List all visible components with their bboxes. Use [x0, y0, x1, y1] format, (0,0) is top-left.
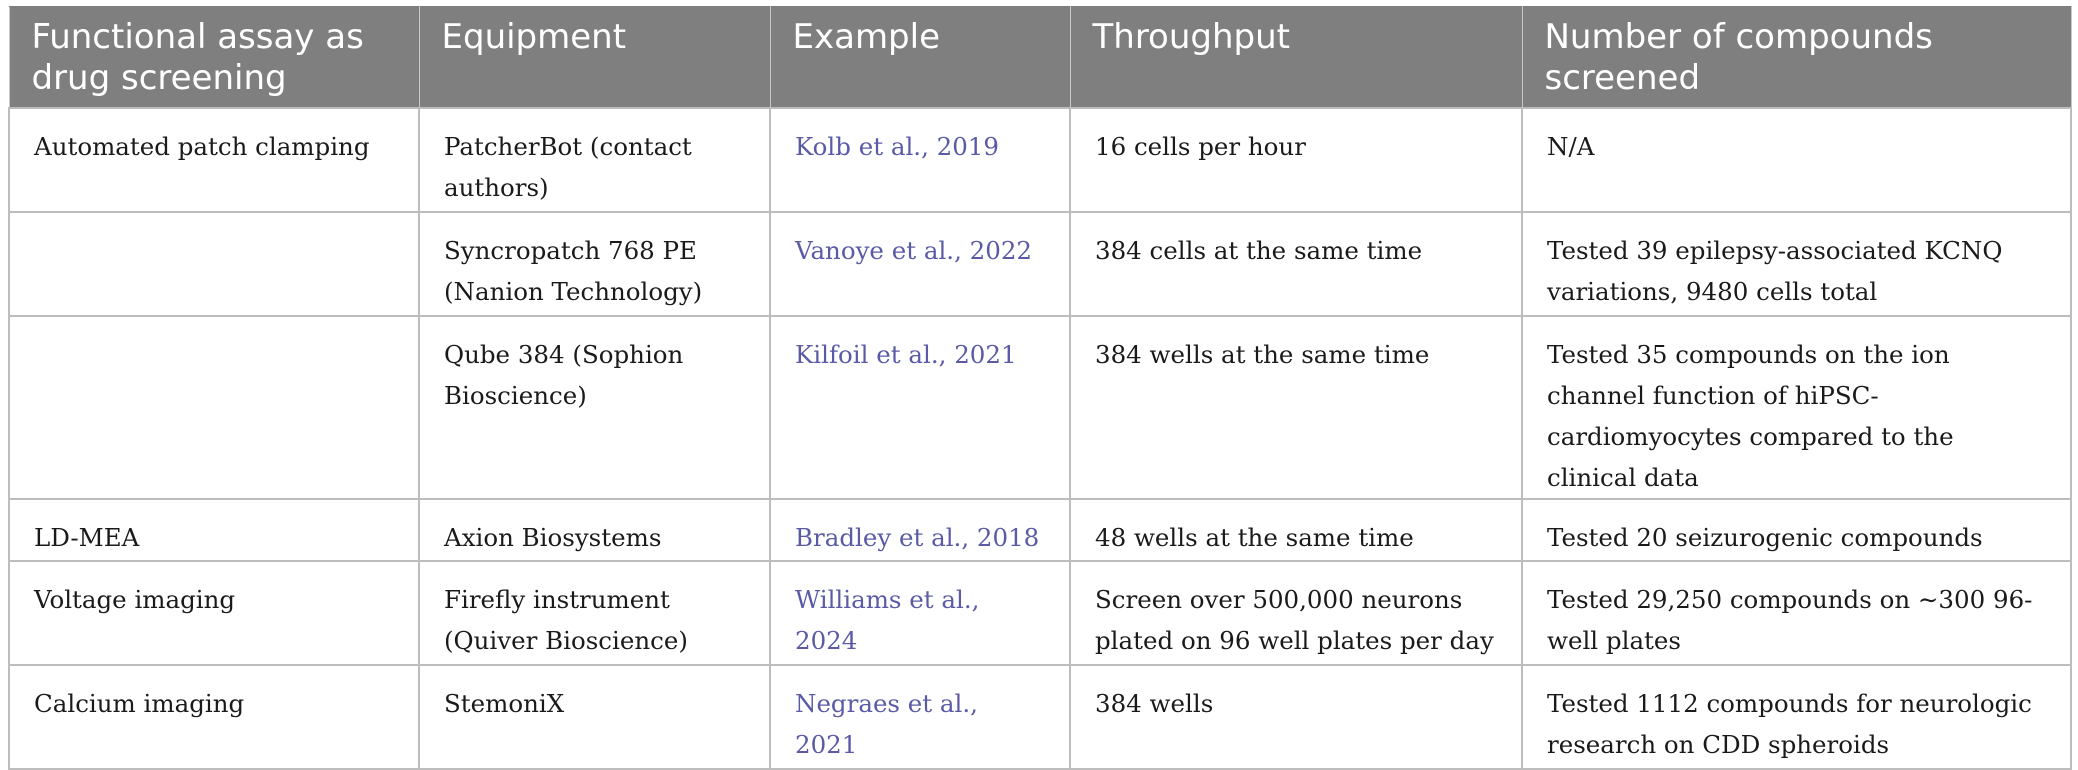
cell-example: Vanoye et al., 2022	[769, 211, 1071, 317]
cell-equipment: StemoniX	[418, 664, 771, 770]
cell-compounds: Tested 35 compounds on the ion channel f…	[1521, 315, 2072, 500]
header-example: Example	[769, 6, 1071, 108]
cell-compounds: Tested 20 seizurogenic compounds	[1521, 498, 2072, 562]
table-row: LD-MEA Axion Biosystems Bradley et al., …	[8, 498, 2072, 562]
citation-link[interactable]: Kilfoil et al., 2021	[795, 340, 1017, 369]
header-row: Functional assay as drug screening Equip…	[8, 6, 2072, 108]
citation-link[interactable]: Kolb et al., 2019	[795, 132, 999, 161]
cell-throughput: 16 cells per hour	[1069, 107, 1523, 213]
cell-equipment: PatcherBot (contact authors)	[418, 107, 771, 213]
table-row: Calcium imaging StemoniX Negraes et al.,…	[8, 664, 2072, 770]
cell-compounds: Tested 39 epilepsy-associated KCNQ varia…	[1521, 211, 2072, 317]
table-body: Automated patch clamping PatcherBot (con…	[8, 107, 2072, 770]
cell-compounds: Tested 1112 compounds for neurologic res…	[1521, 664, 2072, 770]
table-row: Automated patch clamping PatcherBot (con…	[8, 107, 2072, 213]
cell-equipment: Syncropatch 768 PE (Nanion Technology)	[418, 211, 771, 317]
cell-throughput: 384 cells at the same time	[1069, 211, 1523, 317]
header-equipment: Equipment	[418, 6, 771, 108]
cell-assay: Voltage imaging	[8, 560, 420, 666]
cell-throughput: 384 wells at the same time	[1069, 315, 1523, 500]
cell-assay	[8, 211, 420, 317]
citation-link[interactable]: Vanoye et al., 2022	[795, 236, 1032, 265]
cell-compounds: N/A	[1521, 107, 2072, 213]
cell-equipment: Axion Biosystems	[418, 498, 771, 562]
cell-throughput: 48 wells at the same time	[1069, 498, 1523, 562]
cell-example: Negraes et al., 2021	[769, 664, 1071, 770]
cell-assay: LD-MEA	[8, 498, 420, 562]
cell-example: Kilfoil et al., 2021	[769, 315, 1071, 500]
cell-throughput: Screen over 500,000 neurons plated on 96…	[1069, 560, 1523, 666]
cell-equipment: Qube 384 (Sophion Bioscience)	[418, 315, 771, 500]
cell-example: Kolb et al., 2019	[769, 107, 1071, 213]
cell-example: Williams et al., 2024	[769, 560, 1071, 666]
cell-compounds: Tested 29,250 compounds on ∼300 96-well …	[1521, 560, 2072, 666]
table-row: Voltage imaging Firefly instrument (Quiv…	[8, 560, 2072, 666]
cell-throughput: 384 wells	[1069, 664, 1523, 770]
table-header: Functional assay as drug screening Equip…	[8, 6, 2072, 108]
cell-assay: Automated patch clamping	[8, 107, 420, 213]
citation-link[interactable]: Bradley et al., 2018	[795, 523, 1040, 552]
cell-example: Bradley et al., 2018	[769, 498, 1071, 562]
header-throughput: Throughput	[1069, 6, 1523, 108]
header-number-of-compounds: Number of compounds screened	[1521, 6, 2072, 108]
header-functional-assay: Functional assay as drug screening	[8, 6, 420, 108]
table-row: Qube 384 (Sophion Bioscience) Kilfoil et…	[8, 315, 2072, 500]
cell-assay: Calcium imaging	[8, 664, 420, 770]
table-row: Syncropatch 768 PE (Nanion Technology) V…	[8, 211, 2072, 317]
citation-link[interactable]: Negraes et al., 2021	[795, 689, 978, 759]
cell-equipment: Firefly instrument (Quiver Bioscience)	[418, 560, 771, 666]
citation-link[interactable]: Williams et al., 2024	[795, 585, 980, 655]
table-container: Functional assay as drug screening Equip…	[8, 6, 2072, 770]
cell-assay	[8, 315, 420, 500]
drug-screening-assay-table: Functional assay as drug screening Equip…	[8, 6, 2072, 770]
